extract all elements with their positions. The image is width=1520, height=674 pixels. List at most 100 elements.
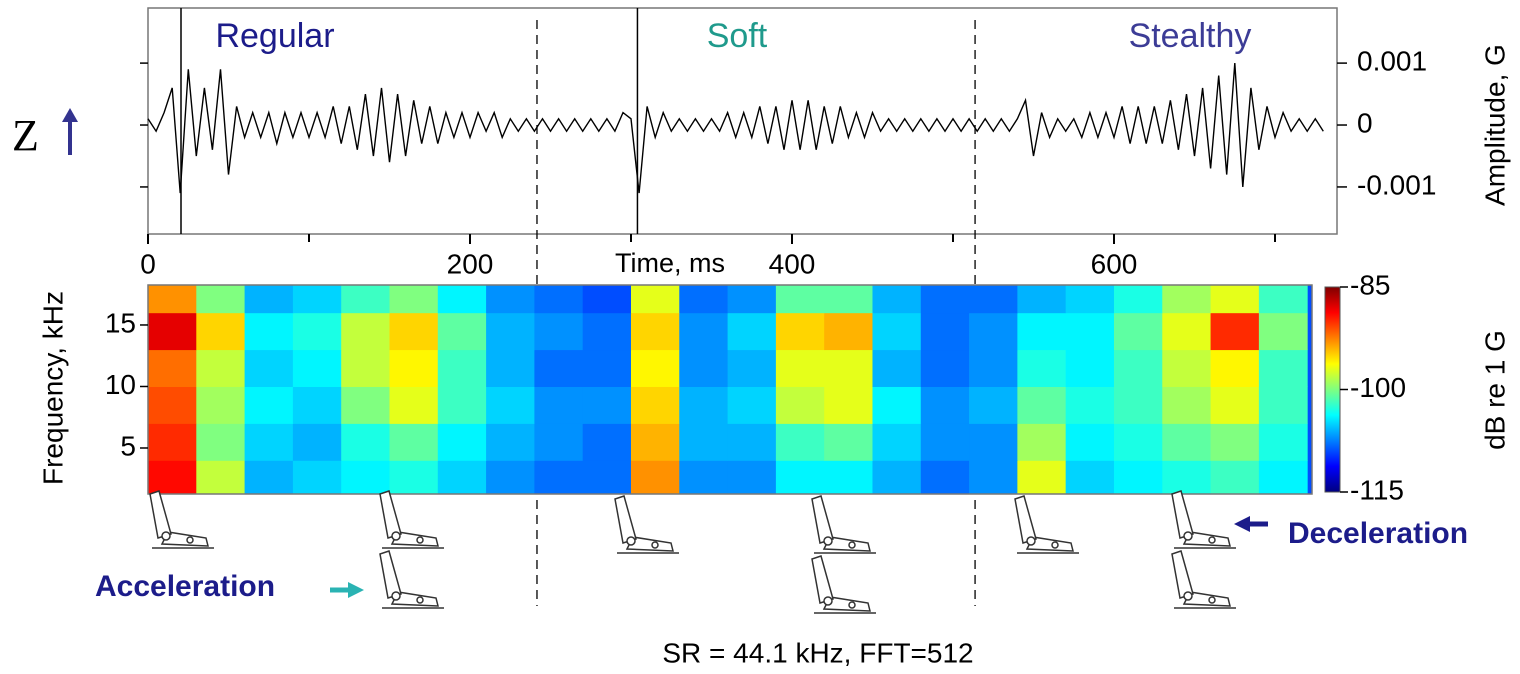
heatmap-cell <box>920 312 970 351</box>
x-tick-label: 600 <box>1091 248 1138 279</box>
plot-frame <box>147 7 1338 235</box>
heatmap-cell <box>727 423 777 461</box>
heatmap-cell <box>1017 386 1067 424</box>
heatmap-cell <box>775 386 825 424</box>
heatmap-cell <box>630 460 680 495</box>
heatmap-cell <box>486 460 535 495</box>
heatmap-cell <box>969 460 1018 495</box>
heatmap-cell <box>292 386 342 424</box>
heatmap-cell <box>341 312 390 351</box>
heatmap-cell <box>969 349 1018 387</box>
heatmap-cell <box>727 386 777 424</box>
heatmap-cell <box>196 386 246 424</box>
acceleration-arrow-head <box>348 582 364 598</box>
heatmap-cell <box>534 386 584 424</box>
heatmap-cell <box>534 285 584 314</box>
heatmap-cell <box>389 285 439 314</box>
heatmap-cell <box>1162 312 1212 351</box>
heatmap-cell <box>1113 423 1163 461</box>
heatmap-cell <box>389 349 439 387</box>
leg-diagram <box>811 495 877 554</box>
leg-diagram <box>379 550 445 609</box>
heatmap-cell <box>244 285 294 314</box>
heatmap-cell <box>1113 285 1163 314</box>
heatmap-cell <box>775 460 825 495</box>
heatmap-cell <box>389 312 439 351</box>
heatmap-cell <box>534 312 584 351</box>
x-tick-label: 400 <box>769 248 816 279</box>
waveform <box>147 63 1324 194</box>
heatmap-cell <box>775 349 825 387</box>
x-tick-label: 200 <box>447 248 494 279</box>
heatmap-cell <box>1210 386 1260 424</box>
heatmap-cell <box>582 460 632 495</box>
heatmap-cell <box>824 312 873 351</box>
heatmap-cell <box>1210 460 1260 495</box>
heatmap-cell <box>679 349 729 387</box>
heatmap-cell <box>775 285 825 314</box>
heatmap-cell <box>1065 312 1115 351</box>
heatmap-cell <box>1017 285 1067 314</box>
heatmap-cell <box>630 349 680 387</box>
heatmap-cell <box>872 349 922 387</box>
heatmap-cell <box>437 423 487 461</box>
heatmap-cell <box>1258 386 1308 424</box>
heatmap-cell <box>1162 386 1212 424</box>
leg-diagram <box>614 495 680 554</box>
heatmap-cell <box>969 386 1018 424</box>
heatmap-cell <box>486 312 535 351</box>
heatmap-cell <box>244 312 294 351</box>
heatmap-cell <box>437 349 487 387</box>
heatmap-cell <box>341 423 390 461</box>
heatmap-cell <box>148 423 197 461</box>
annotation: Regular <box>215 17 334 55</box>
x-axis-label: Time, ms <box>615 248 725 278</box>
heatmap-cell <box>1065 285 1115 314</box>
heatmap-cell <box>534 460 584 495</box>
heatmap-cell <box>534 349 584 387</box>
y-tick-label: 0.001 <box>1357 45 1427 76</box>
y-tick-label: 10 <box>105 369 136 400</box>
heatmap-cell <box>534 423 584 461</box>
heatmap-cell <box>341 285 390 314</box>
heatmap-cell <box>1210 423 1260 461</box>
heatmap-cell <box>292 460 342 495</box>
y-tick-label: 15 <box>105 307 136 338</box>
heatmap-cell <box>196 423 246 461</box>
heatmap-cell <box>1258 349 1308 387</box>
heatmap-cell <box>148 460 197 495</box>
heatmap-cell <box>775 312 825 351</box>
heatmap-cell <box>1210 312 1260 351</box>
z-label: Z <box>12 111 39 160</box>
heatmap-cell <box>244 460 294 495</box>
heatmap-cell <box>727 349 777 387</box>
leg-diagram <box>379 490 445 549</box>
heatmap-cell <box>872 386 922 424</box>
heatmap-cell <box>679 460 729 495</box>
acceleration-label: Acceleration <box>95 570 275 603</box>
x-tick-label: 0 <box>140 248 156 279</box>
heatmap-cell <box>824 386 873 424</box>
heatmap-cell <box>341 460 390 495</box>
heatmap-cell <box>1162 285 1212 314</box>
z-arrow-head <box>62 108 78 122</box>
heatmap-cell <box>1017 423 1067 461</box>
y-tick-label: 0 <box>1357 107 1373 138</box>
colorbar-tick-label: -85 <box>1350 269 1390 300</box>
heatmap-cell <box>1065 460 1115 495</box>
heatmap-cell <box>1113 312 1163 351</box>
heatmap-cell <box>582 386 632 424</box>
plot-frame <box>147 284 1313 495</box>
heatmap-cell <box>437 386 487 424</box>
leg-diagram <box>1171 550 1237 609</box>
heatmap-cell <box>1258 460 1308 495</box>
heatmap-cell <box>437 460 487 495</box>
heatmap-cell <box>196 460 246 495</box>
heatmap-cell <box>1210 285 1260 314</box>
heatmap-cell <box>1113 349 1163 387</box>
heatmap-cell <box>775 423 825 461</box>
leg-diagram <box>149 490 215 549</box>
y-axis-label: Frequency, kHz <box>37 291 68 485</box>
heatmap-cell <box>389 460 439 495</box>
heatmap-cell <box>679 386 729 424</box>
